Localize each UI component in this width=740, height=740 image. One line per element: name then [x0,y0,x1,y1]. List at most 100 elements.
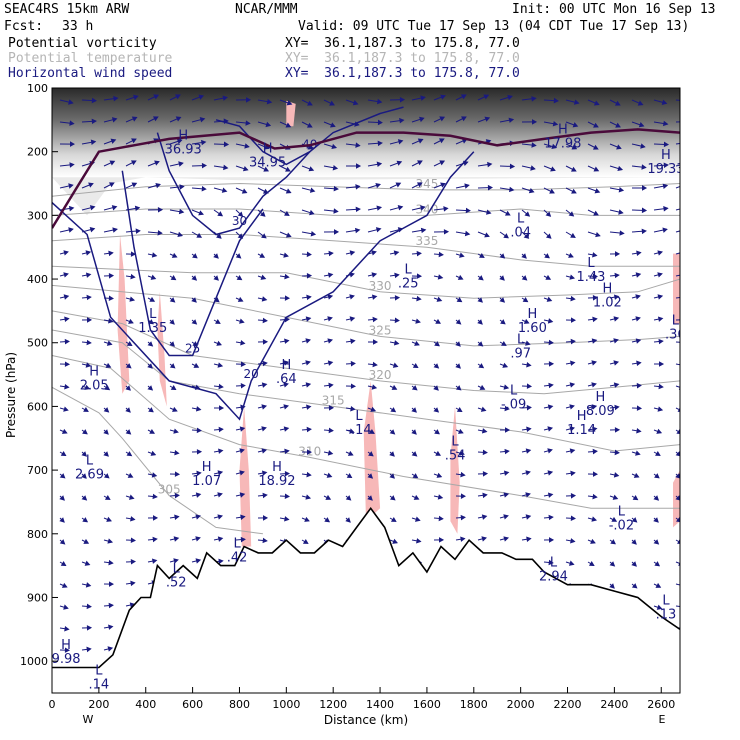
extremum-value-label: .36 [665,327,686,342]
field-wind-xy: XY= 36.1,187.3 to 175.8, 77.0 [285,66,520,81]
extremum-type-label: L [517,332,525,347]
extremum-value-label: .64 [276,372,297,387]
pv-patch [363,380,381,522]
x-tick-label: 0 [49,698,56,711]
extremum-value-label: 2.69 [75,467,104,482]
extremum-value-label: .54 [445,448,466,463]
extremum-value-label: 1.43 [576,270,605,285]
extremum-type-label: L [173,562,181,577]
extremum-value-label: 17.98 [544,136,581,151]
extremum-type-label: L [233,536,241,551]
extremum-value-label: 34.95 [249,155,286,170]
extremum-value-label: 2.05 [80,378,109,393]
extremum-type-label: L [587,256,595,271]
west-label: W [83,713,94,726]
field-theta-name: Potential temperature [8,51,173,66]
extremum-type-label: L [618,504,626,519]
extremum-value-label: 18.92 [258,474,295,489]
extremum-type-label: L [510,383,518,398]
y-tick-label: 800 [27,528,48,541]
x-tick-label: 600 [182,698,203,711]
extremum-value-label: .14 [89,678,110,693]
x-tick-label: 400 [135,698,156,711]
x-tick-label: 2600 [647,698,675,711]
extremum-value-label: .97 [510,346,531,361]
wind-speed-contour [156,132,311,236]
extremum-value-label: .13 [656,608,677,623]
extremum-type-label: H [661,148,671,163]
wind-speed-contour [121,170,264,357]
field-pv-xy: XY= 36.1,187.3 to 175.8, 77.0 [285,36,520,51]
extremum-value-label: .25 [398,276,419,291]
extremum-value-label: .42 [227,550,248,565]
extremum-value-label: 36.93 [165,143,202,158]
extremum-value-label: -.09 [501,397,526,412]
theta-contour [52,386,263,535]
x-tick-label: 200 [88,698,109,711]
pv-patch [673,253,680,324]
extremum-value-label: 1.60 [518,321,547,336]
extremum-value-label: 8.09 [586,404,615,419]
extremum-value-label: 19.33 [647,162,684,177]
extremum-type-label: L [451,434,459,449]
pv-patch [117,234,130,394]
extremum-type-label: H [577,409,587,424]
terrain-fill [52,508,680,693]
x-tick-label: 2400 [600,698,628,711]
theta-contour-label: 320 [369,368,392,382]
wind-contour-label: 30 [232,214,247,228]
east-label: E [659,713,666,726]
theta-contour-label: 330 [369,279,392,293]
x-tick-label: 2000 [507,698,535,711]
theta-contour-label: 335 [415,234,438,248]
plot-frame [51,87,681,694]
extremum-value-label: 2.94 [539,569,568,584]
extremum-value-label: 1.02 [593,296,622,311]
extremum-value-label: -.02 [609,518,634,533]
forecast-label: Fcst: [4,19,44,34]
extremum-type-label: H [281,358,291,373]
theta-contour [52,355,680,509]
pv-patch [157,291,167,407]
extremum-type-label: H [595,390,605,405]
y-tick-label: 1000 [20,655,48,668]
extremum-type-label: H [558,122,568,137]
extremum-type-label: L [550,555,558,570]
y-tick-label: 500 [27,337,48,350]
extremum-type-label: L [95,664,103,679]
extremum-type-label: H [61,638,71,653]
wind-contour-label: 25 [185,341,200,355]
field-wind-name: Horizontal wind speed [8,66,173,81]
pv-mid-shading [52,177,680,216]
valid-time: Valid: 09 UTC Tue 17 Sep 13 (04 CDT Tue … [298,19,690,34]
extremum-value-label: -.14 [346,423,371,438]
y-tick-label: 200 [27,146,48,159]
extremum-value-label: 1.35 [138,321,167,336]
theta-contour-label: 315 [322,393,345,407]
extremum-type-label: L [672,313,680,328]
x-tick-label: 1000 [272,698,300,711]
wind-speed-contour [52,151,475,421]
x-tick-label: 1800 [460,698,488,711]
theta-contour [52,265,680,299]
y-tick-label: 300 [27,209,48,222]
extremum-type-label: H [178,129,188,144]
x-tick-label: 1200 [319,698,347,711]
x-tick-label: 1400 [366,698,394,711]
extremum-type-label: H [602,282,612,297]
model-title: SEAC4RS 15km ARW [4,2,130,17]
wind-speed-contour [215,106,404,166]
pv-patch [450,406,460,534]
extremum-value-label: 9.98 [52,652,81,667]
field-pv-name: Potential vorticity [8,36,157,51]
y-tick-label: 900 [27,591,48,604]
theta-contour [52,234,680,267]
pv-patch [239,406,252,547]
theta-contour [52,329,680,452]
extremum-type-label: H [263,141,273,156]
extremum-value-label: 1.07 [192,474,221,489]
y-tick-label: 400 [27,273,48,286]
theta-contour-label: 345 [415,177,438,191]
extremum-type-label: H [202,460,212,475]
